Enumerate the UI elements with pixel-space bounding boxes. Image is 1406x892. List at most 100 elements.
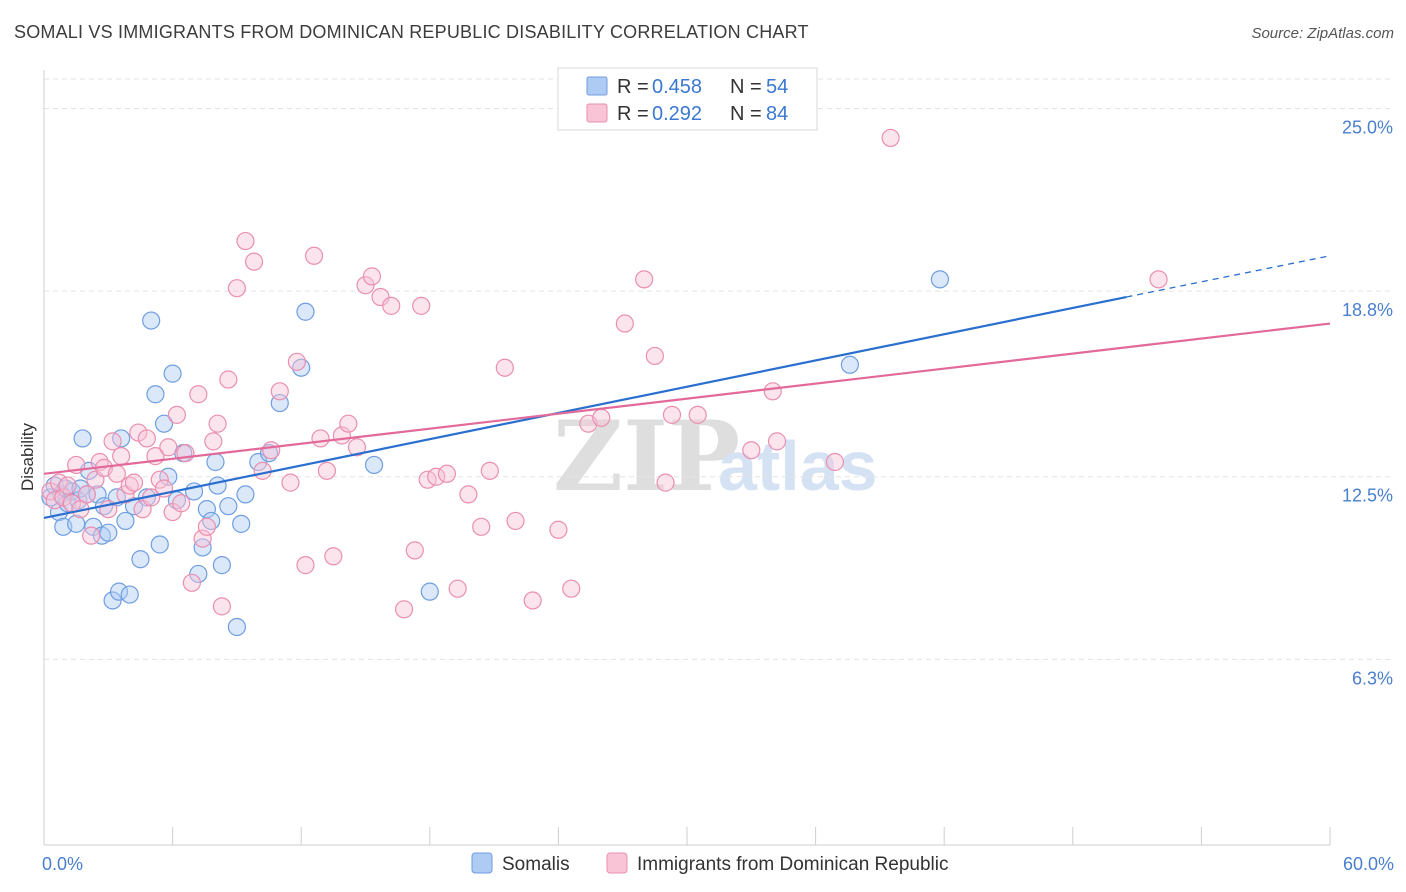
point-dominican <box>77 485 96 504</box>
point-somalis <box>67 514 86 533</box>
point-somalis <box>206 452 225 472</box>
point-dominican <box>112 447 131 466</box>
point-dominican <box>182 573 201 592</box>
point-dominican <box>270 382 289 401</box>
gridlines <box>44 78 1392 660</box>
point-dominican <box>459 485 478 504</box>
legend-r-label-dominican: R = <box>617 103 649 125</box>
point-somalis <box>296 302 315 321</box>
series-legend: Somalis Immigrants from Dominican Republ… <box>471 852 949 875</box>
point-dominican <box>881 128 900 148</box>
y-tick-label: 6.3% <box>1352 668 1393 688</box>
point-dominican <box>324 547 343 566</box>
x-tick-marks <box>43 827 1331 845</box>
legend-swatch-somalis <box>586 76 608 96</box>
point-dominican <box>82 526 101 545</box>
series-swatch-dominican <box>606 852 628 874</box>
legend-n-label-somalis: N = <box>730 76 762 98</box>
trend-line-somalis-extension <box>1126 255 1331 298</box>
point-dominican <box>212 597 231 616</box>
point-dominican <box>103 432 122 451</box>
point-dominican <box>662 405 682 424</box>
point-dominican <box>506 511 525 531</box>
point-dominican <box>189 385 208 404</box>
point-dominican <box>124 473 144 492</box>
point-dominican <box>635 270 654 289</box>
point-somalis <box>232 514 251 533</box>
y-tick-label: 25.0% <box>1342 117 1393 137</box>
point-dominican <box>394 600 414 619</box>
point-dominican <box>262 441 281 460</box>
point-dominican <box>645 346 664 366</box>
point-dominican <box>825 452 844 472</box>
stats-legend: R = 0.458 N = 54 R = 0.292 N = 84 <box>557 67 818 131</box>
point-dominican <box>472 517 491 536</box>
point-somalis <box>208 476 227 495</box>
point-somalis <box>930 270 950 289</box>
scatter-points <box>41 128 1168 637</box>
point-somalis <box>154 414 174 433</box>
legend-swatch-dominican <box>586 103 608 123</box>
x-tick-label-min: 0.0% <box>42 854 83 874</box>
point-somalis <box>120 585 139 604</box>
trend-line-somalis <box>43 295 1127 520</box>
chart-title: SOMALI VS IMMIGRANTS FROM DOMINICAN REPU… <box>14 22 809 42</box>
legend-n-value-somalis: 54 <box>766 76 788 98</box>
y-tick-labels: 25.0% 18.8% 12.5% 6.3% <box>1342 117 1393 688</box>
trend-lines <box>43 255 1331 520</box>
point-somalis <box>99 523 118 542</box>
point-dominican <box>296 556 315 575</box>
point-dominican <box>159 438 178 457</box>
legend-r-value-somalis: 0.458 <box>652 76 702 98</box>
point-dominican <box>219 370 238 389</box>
point-dominican <box>317 461 337 480</box>
point-dominican <box>172 494 191 513</box>
point-dominican <box>523 591 542 610</box>
point-somalis <box>840 355 859 374</box>
watermark-atlas: atlas <box>718 427 878 505</box>
point-dominican <box>287 352 307 371</box>
point-somalis <box>219 497 238 516</box>
point-somalis <box>146 385 165 404</box>
watermark: ZIP atlas <box>553 400 878 513</box>
point-dominican <box>347 438 367 457</box>
x-tick-label-max: 60.0% <box>1343 854 1394 874</box>
point-dominican <box>193 529 212 548</box>
point-dominican <box>1149 270 1168 289</box>
trend-line-dominican <box>43 322 1331 475</box>
point-somalis <box>420 582 439 601</box>
legend-n-value-dominican: 84 <box>766 103 788 125</box>
point-dominican <box>227 279 246 298</box>
point-dominican <box>562 579 581 598</box>
point-dominican <box>405 541 424 560</box>
series-label-somalis: Somalis <box>502 854 570 875</box>
point-dominican <box>448 579 467 598</box>
point-somalis <box>116 511 135 531</box>
point-somalis <box>212 556 231 575</box>
point-somalis <box>142 311 161 330</box>
point-dominican <box>281 473 300 492</box>
point-dominican <box>167 405 186 424</box>
point-dominican <box>244 252 264 271</box>
point-dominican <box>495 358 514 377</box>
point-somalis <box>163 364 182 383</box>
point-dominican <box>197 517 216 536</box>
point-somalis <box>150 535 169 554</box>
point-dominican <box>150 470 169 489</box>
legend-n-label-dominican: N = <box>730 103 762 125</box>
point-somalis <box>73 429 92 448</box>
point-dominican <box>437 464 457 483</box>
point-somalis <box>131 550 150 569</box>
point-dominican <box>176 444 195 463</box>
point-dominican <box>362 267 382 286</box>
point-dominican <box>615 314 634 333</box>
point-dominican <box>236 231 255 251</box>
point-somalis <box>197 500 216 519</box>
y-tick-label: 18.8% <box>1342 300 1393 320</box>
legend-r-value-dominican: 0.292 <box>652 103 702 125</box>
point-dominican <box>688 405 707 424</box>
point-dominican <box>656 473 675 492</box>
point-dominican <box>763 382 782 401</box>
point-dominican <box>592 408 611 427</box>
